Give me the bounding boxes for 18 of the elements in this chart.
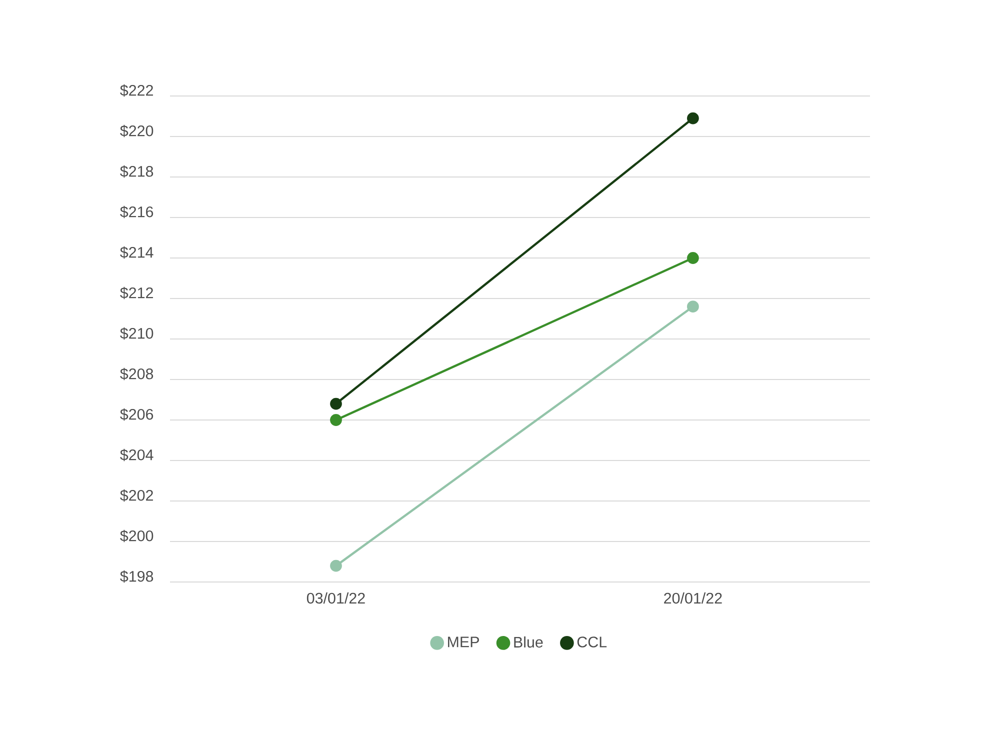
y-tick-label: $204	[120, 448, 154, 462]
y-tick-label: $206	[120, 408, 154, 421]
y-tick-label: $216	[120, 206, 154, 218]
x-tick-label: 03/01/22	[306, 592, 365, 604]
x-tick-label: 20/01/22	[664, 592, 722, 604]
y-tick-label: $220	[120, 124, 154, 138]
legend-label: CCL	[577, 636, 607, 648]
y-tick-label: $200	[120, 530, 154, 542]
y-tick-label: $198	[120, 570, 154, 583]
y-tick-label: $212	[120, 286, 153, 300]
legend-label: MEP	[448, 636, 479, 648]
y-tick-label: $222	[120, 84, 153, 97]
y-tick-label: $210	[120, 327, 154, 340]
y-tick-label: $208	[120, 368, 154, 380]
y-tick-label: $202	[120, 489, 153, 502]
y-tick-label: $214	[120, 246, 154, 259]
legend-label: Blue	[514, 636, 543, 648]
y-tick-label: $218	[120, 165, 154, 178]
